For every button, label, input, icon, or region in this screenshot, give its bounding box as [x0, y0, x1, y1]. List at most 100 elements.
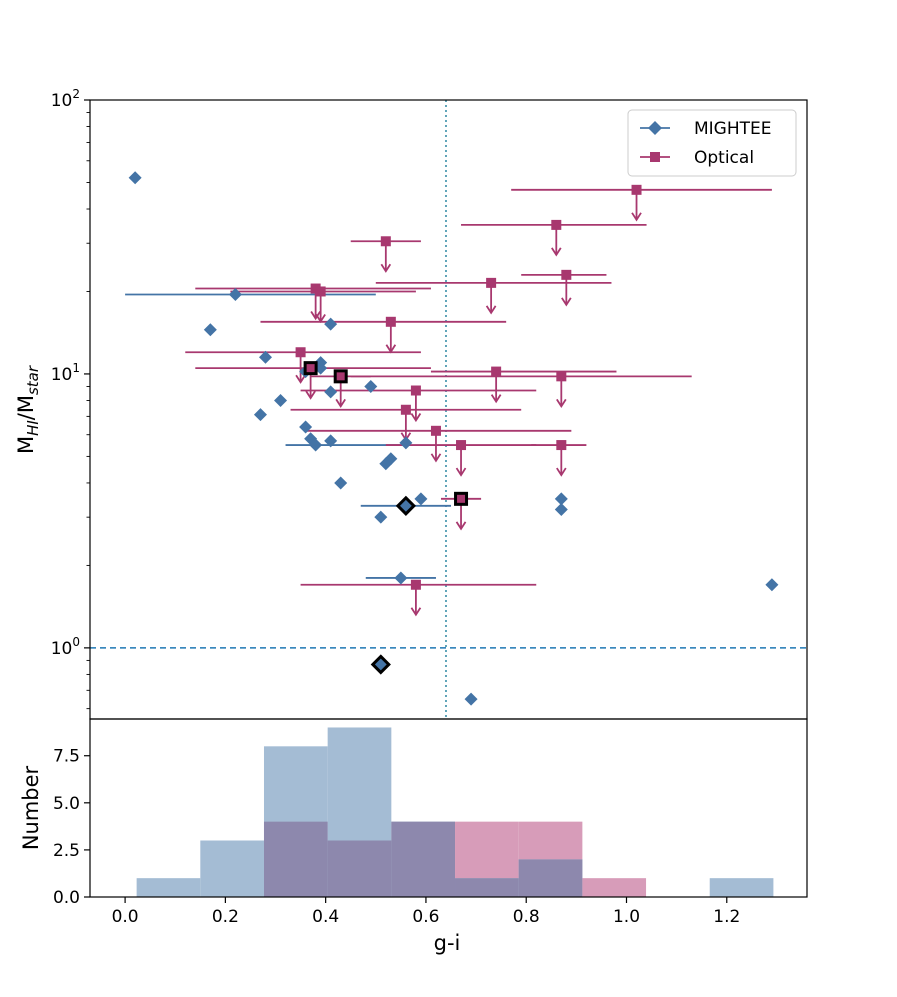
legend-entry-mightee: MIGHTEE	[640, 119, 772, 139]
y-axis-label-number: Number	[19, 765, 43, 850]
optical-point	[631, 184, 642, 195]
arrow-head-icon	[485, 305, 497, 315]
optical-point	[486, 277, 497, 288]
arrow-head-icon	[551, 247, 562, 257]
histogram-frame	[89, 718, 808, 898]
mightee-point	[228, 287, 242, 301]
arrow-head-icon	[380, 263, 392, 273]
mightee-point	[324, 385, 338, 399]
optical-point	[410, 385, 421, 396]
arrow-head-icon	[430, 453, 442, 463]
x-tick-label: 0.0	[112, 907, 139, 927]
arrow-head-icon	[410, 413, 422, 423]
x-tick-label: 0.8	[513, 907, 540, 927]
mightee-point	[370, 654, 391, 675]
arrow-head-icon	[315, 313, 326, 324]
arrow-head-icon	[335, 398, 346, 409]
mightee-point	[258, 350, 272, 364]
histogram-bar-overlap	[327, 840, 392, 897]
mightee-point	[128, 171, 142, 185]
optical-point	[380, 236, 391, 247]
y-axis-label-ratio: MHI/Mstar	[14, 365, 42, 454]
arrow-head-icon	[556, 467, 567, 477]
mightee-point	[334, 476, 348, 490]
mightee-point	[364, 379, 378, 393]
histogram-bar-mightee	[200, 840, 264, 897]
mightee-point	[464, 692, 478, 706]
arrow-head-icon	[556, 398, 567, 409]
optical-point	[315, 286, 326, 297]
mightee-point	[399, 436, 413, 450]
mightee-point	[379, 457, 393, 471]
y-tick-label: 2.5	[53, 841, 80, 861]
optical-point	[430, 425, 441, 436]
mightee-point	[554, 492, 568, 506]
histogram-bar-overlap	[518, 859, 583, 897]
histogram-bar-optical	[582, 878, 647, 897]
histogram-panel: 0.0 0.2 0.4 0.6 0.8 1.0 1.2 0.0 2.5 5.0 7.5 g-i Nu…	[19, 718, 808, 955]
histogram-bar-overlap	[391, 821, 456, 897]
legend-box	[627, 109, 797, 177]
y-tick-label: 100	[51, 635, 80, 659]
arrow-head-icon	[410, 607, 422, 617]
mightee-point	[414, 492, 428, 506]
arrow-head-icon	[455, 521, 467, 531]
arrow-head-icon	[490, 394, 502, 404]
legend: MIGHTEE Optical	[627, 109, 797, 177]
mightee-point	[253, 408, 267, 422]
mightee-point	[394, 571, 408, 585]
optical-point	[551, 219, 562, 230]
mightee-point	[765, 578, 779, 592]
x-tick-label: 0.4	[312, 907, 339, 927]
square-marker-icon	[650, 152, 660, 162]
optical-point	[456, 440, 467, 451]
histogram-bar-optical	[455, 821, 519, 879]
y-tick-label: 5.0	[53, 794, 80, 814]
mightee-point	[395, 495, 417, 516]
x-axis-label: g-i	[434, 931, 461, 955]
y-tick-label: 7.5	[53, 747, 80, 767]
optical-point	[491, 366, 502, 377]
histogram-bar-mightee	[136, 878, 201, 897]
scatter-panel: 100 101 102 MHI/Mstar MIGHTEE Optical	[14, 87, 808, 720]
mightee-point	[203, 323, 217, 337]
mightee-point	[299, 420, 313, 434]
histogram-bar-mightee	[709, 878, 774, 897]
optical-point	[556, 371, 567, 382]
arrow-head-icon	[455, 467, 467, 477]
mightee-point	[324, 434, 338, 448]
legend-label-mightee: MIGHTEE	[694, 119, 772, 139]
histogram-bar-overlap	[455, 878, 519, 897]
legend-label-optical: Optical	[694, 148, 754, 168]
optical-point	[561, 269, 572, 280]
arrow-head-icon	[631, 212, 642, 222]
mightee-point	[309, 438, 323, 452]
optical-point	[454, 491, 469, 506]
arrow-head-icon	[385, 344, 397, 354]
optical-point	[410, 579, 421, 590]
mightee-point	[554, 502, 568, 516]
histogram-bar-overlap	[263, 821, 328, 897]
arrow-head-icon	[561, 297, 572, 307]
arrow-head-icon	[310, 311, 321, 321]
y-tick-label: 101	[51, 361, 80, 385]
optical-point	[556, 440, 567, 451]
optical-point	[333, 369, 348, 384]
x-tick-label: 1.2	[713, 907, 740, 927]
x-tick-label: 1.0	[613, 907, 640, 927]
arrow-head-icon	[295, 374, 306, 384]
mightee-point	[274, 393, 288, 407]
optical-point	[310, 283, 321, 294]
diamond-marker-icon	[648, 121, 662, 135]
mightee-point	[374, 510, 388, 524]
optical-point	[295, 347, 306, 358]
optical-point	[303, 361, 318, 376]
arrow-head-icon	[305, 390, 316, 400]
histogram-bar-optical	[518, 821, 583, 860]
y-tick-label: 0.0	[53, 888, 80, 908]
mightee-point	[324, 317, 338, 331]
x-tick-label: 0.2	[212, 907, 239, 927]
optical-point	[400, 404, 411, 415]
optical-point	[385, 316, 396, 327]
